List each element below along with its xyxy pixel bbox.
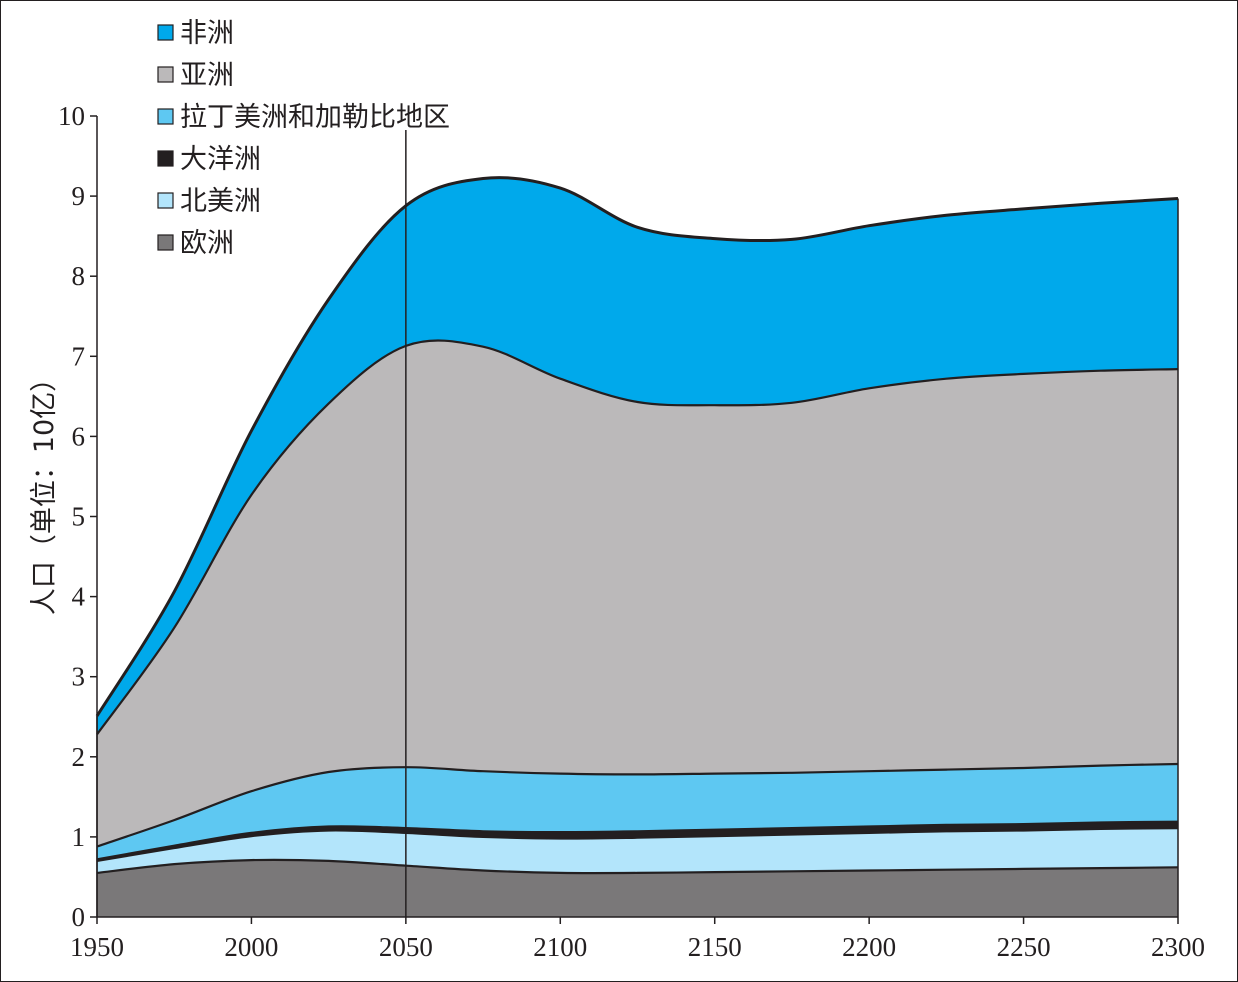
area-亚洲: [97, 340, 1178, 847]
boundary-欧洲: [96, 858, 1179, 875]
legend-label-拉丁美洲和加勒比地区: 拉丁美洲和加勒比地区: [180, 102, 450, 133]
x-tick-label-2250: 2250: [997, 932, 1051, 962]
x-tick-label-2100: 2100: [533, 932, 587, 962]
legend-swatch-大洋洲: [157, 150, 174, 167]
area-欧洲: [97, 859, 1178, 917]
x-tick-label-2050: 2050: [379, 932, 433, 962]
legend-label-大洋洲: 大洋洲: [180, 144, 261, 175]
y-tick-label-0: 0: [72, 902, 86, 932]
axes: 0 1 2 3 4 5 6 7 8 9 10 1950 2000 2050 2100 2150 2200 2250…: [58, 101, 1205, 962]
legend-swatch-拉丁美洲和加勒比地区: [157, 108, 174, 125]
legend-label-非洲: 非洲: [180, 18, 234, 49]
y-tick-label-9: 9: [72, 181, 86, 211]
y-tick-label-3: 3: [72, 662, 86, 692]
area-layers: [97, 177, 1178, 917]
boundary-亚洲: [96, 339, 1179, 736]
y-tick-label-6: 6: [72, 421, 86, 451]
area-拉丁美洲和加勒比地区: [97, 764, 1178, 860]
boundary-非洲: [95, 176, 1179, 717]
x-tick-label-2000: 2000: [224, 932, 278, 962]
legend-swatch-欧洲: [157, 234, 174, 251]
x-tick-label-2150: 2150: [688, 932, 742, 962]
legend-swatch-亚洲: [157, 66, 174, 83]
boundary-北美洲: [96, 827, 1179, 863]
y-tick-label-8: 8: [72, 261, 86, 291]
y-tick-label-5: 5: [72, 502, 86, 532]
area-非洲: [97, 177, 1178, 735]
y-tick-label-7: 7: [72, 341, 86, 371]
y-axis-title: 人口（单位：10亿）: [29, 365, 60, 615]
legend-swatch-非洲: [157, 24, 174, 41]
x-tick-label-2200: 2200: [842, 932, 896, 962]
y-tick-label-10: 10: [58, 101, 85, 131]
boundary-大洋洲: [96, 820, 1179, 861]
y-tick-label-4: 4: [72, 582, 86, 612]
legend-label-亚洲: 亚洲: [180, 60, 234, 91]
boundary-拉丁美洲和加勒比地区: [96, 762, 1179, 848]
x-tick-label-1950: 1950: [70, 932, 124, 962]
legend-label-北美洲: 北美洲: [180, 186, 261, 217]
y-tick-label-1: 1: [72, 822, 86, 852]
legend-label-欧洲: 欧洲: [180, 228, 234, 259]
area-北美洲: [97, 828, 1178, 874]
x-tick-label-2300: 2300: [1151, 932, 1205, 962]
y-tick-label-2: 2: [72, 742, 86, 772]
legend-swatch-北美洲: [157, 192, 174, 209]
series-boundary-lines: [95, 130, 1179, 917]
